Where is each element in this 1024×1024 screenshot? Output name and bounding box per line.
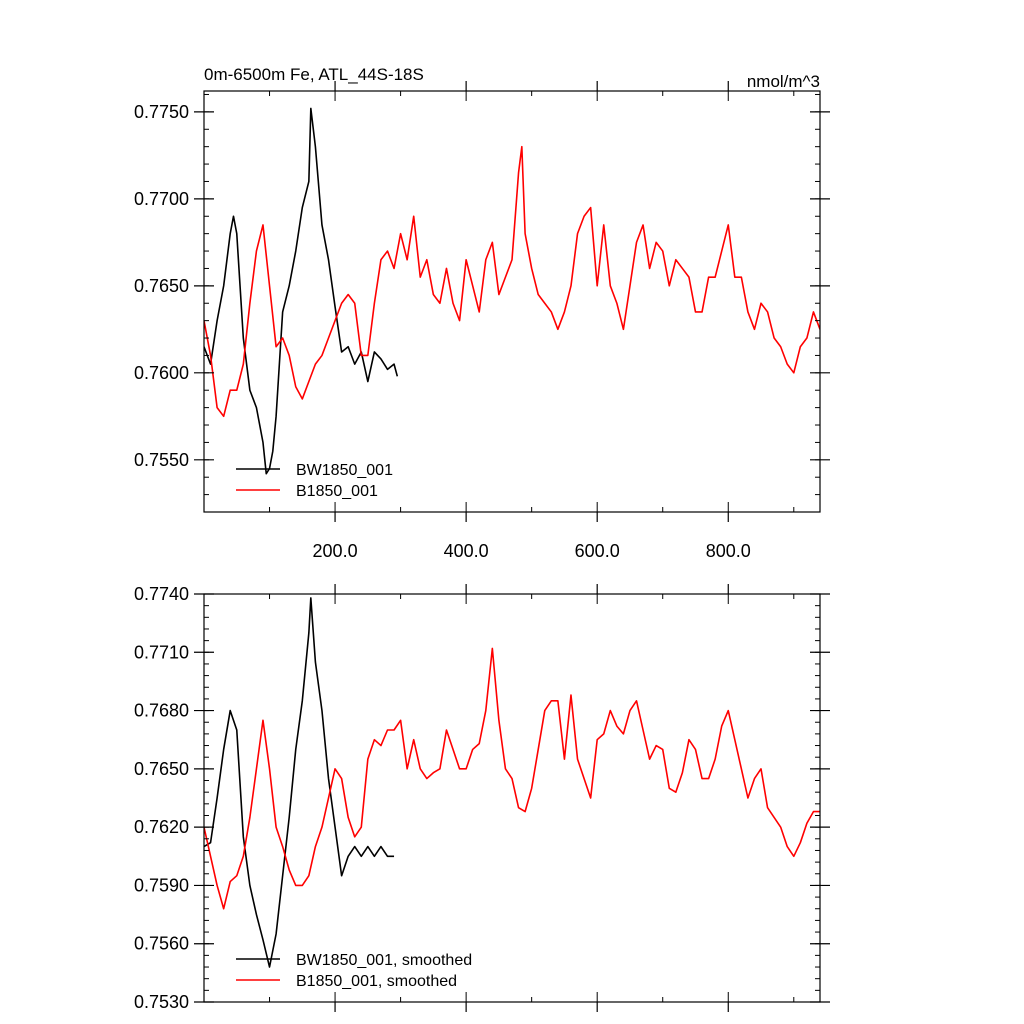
y-tick-label: 0.7550 bbox=[134, 450, 189, 470]
x-tick-label: 200.0 bbox=[313, 541, 358, 561]
y-tick-label: 0.7700 bbox=[134, 189, 189, 209]
series-line-1 bbox=[204, 107, 399, 475]
legend-label: BW1850_001, smoothed bbox=[296, 952, 472, 969]
units-label: nmol/m^3 bbox=[747, 72, 820, 91]
chart-title: 0m-6500m Fe, ATL_44S-18S bbox=[204, 65, 424, 84]
plot-frame bbox=[203, 90, 821, 513]
series-line-1 bbox=[204, 597, 395, 968]
x-tick-label: 400.0 bbox=[444, 541, 489, 561]
series-line-2 bbox=[204, 647, 820, 910]
y-tick-label: 0.7620 bbox=[134, 817, 189, 837]
y-tick-label: 0.7560 bbox=[134, 934, 189, 954]
legend-label: BW1850_001 bbox=[296, 462, 393, 479]
legend-label: B1850_001, smoothed bbox=[296, 973, 457, 990]
y-tick-label: 0.7710 bbox=[134, 642, 189, 662]
y-tick-label: 0.7680 bbox=[134, 701, 189, 721]
y-tick-label: 0.7740 bbox=[134, 584, 189, 604]
x-tick-label: 800.0 bbox=[706, 541, 751, 561]
panel-2: 0.7530 0.7560 0.7590 0.7620 0.7650 0.7680 0.77… bbox=[134, 584, 830, 1012]
legend-label: B1850_001 bbox=[296, 483, 378, 500]
panel-1: 0.7550 0.7600 0.7650 0.7700 0.7750 200.0 400.0… bbox=[134, 65, 830, 561]
y-tick-label: 0.7530 bbox=[134, 992, 189, 1012]
y-tick-label: 0.7650 bbox=[134, 759, 189, 779]
plot-frame bbox=[203, 593, 821, 1003]
y-tick-label: 0.7650 bbox=[134, 276, 189, 296]
x-tick-label: 600.0 bbox=[575, 541, 620, 561]
y-tick-label: 0.7590 bbox=[134, 875, 189, 895]
y-tick-label: 0.7750 bbox=[134, 102, 189, 122]
series-line-2 bbox=[204, 145, 820, 418]
y-tick-label: 0.7600 bbox=[134, 363, 189, 383]
